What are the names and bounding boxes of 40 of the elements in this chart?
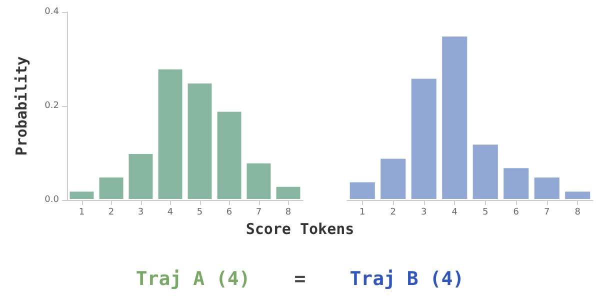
x-tick-label: 1 (78, 208, 85, 218)
y-tick-label: 0.4 (44, 7, 60, 17)
bar (441, 36, 468, 200)
x-tick-label: 6 (513, 208, 520, 218)
bar (533, 176, 560, 200)
x-axis-title: Score Tokens (244, 220, 356, 238)
text: = (294, 268, 306, 290)
bar (502, 167, 530, 200)
x-tick-label: 5 (482, 208, 488, 218)
x-tick-label: 6 (226, 208, 232, 218)
x-tick-label: 8 (285, 208, 292, 218)
x-tick-label: 2 (390, 208, 396, 218)
x-tick-label: 7 (544, 208, 550, 218)
x-tick-label: 7 (256, 208, 262, 218)
x-tick-label: 8 (574, 208, 581, 218)
bar (186, 82, 213, 200)
bar (68, 190, 95, 200)
bar (564, 190, 592, 200)
x-tick-label: 3 (138, 208, 144, 218)
bar (98, 176, 124, 200)
y-axis-title: Probability (12, 56, 30, 156)
x-tick-label: 4 (167, 208, 174, 218)
bar (348, 181, 376, 200)
bar (246, 162, 272, 200)
text: Traj A (4) (136, 268, 250, 290)
y-tick-label: 0.2 (44, 101, 59, 111)
x-tick-label: 1 (360, 208, 366, 218)
x-tick-label: 5 (196, 208, 203, 218)
x-tick-label: 3 (421, 208, 427, 218)
bar (157, 68, 184, 200)
x-tick-label: 4 (452, 208, 458, 218)
y-tick-label: 0.0 (44, 195, 60, 205)
bar (410, 78, 438, 200)
x-tick-label: 2 (108, 208, 114, 218)
text: Traj B (4) (350, 268, 464, 290)
bar (380, 158, 407, 200)
bar (275, 186, 302, 200)
bar (472, 144, 499, 200)
bar (216, 110, 242, 200)
bar (128, 153, 154, 200)
